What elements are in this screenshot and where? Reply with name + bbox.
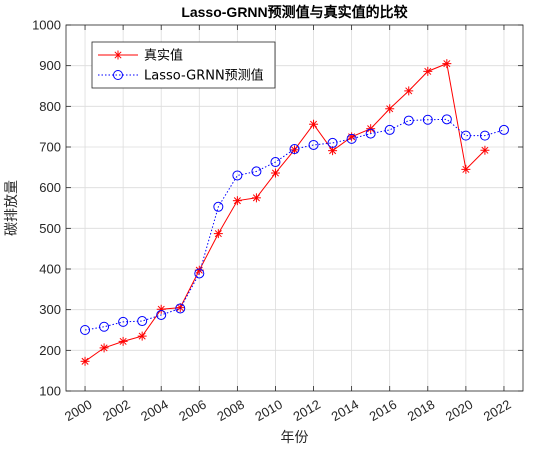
data-point-predicted bbox=[80, 325, 91, 335]
marker-stroke bbox=[214, 230, 222, 238]
data-point-predicted bbox=[156, 309, 167, 320]
y-tick-label: 400 bbox=[39, 262, 61, 277]
data-point-actual bbox=[270, 168, 280, 178]
data-point-predicted bbox=[460, 130, 471, 141]
marker-stroke bbox=[481, 146, 489, 154]
chart-title: Lasso-GRNN预测值与真实值的比较 bbox=[181, 4, 407, 20]
marker-stroke bbox=[329, 147, 337, 155]
marker-stroke bbox=[233, 197, 241, 205]
data-point-predicted bbox=[308, 139, 319, 150]
legend: 真实值 Lasso-GRNN预测值 bbox=[91, 41, 276, 89]
y-tick-label: 500 bbox=[39, 221, 61, 236]
marker-stroke bbox=[157, 305, 165, 313]
data-point-predicted bbox=[289, 144, 300, 155]
y-tick-label: 900 bbox=[39, 58, 61, 73]
marker-stroke bbox=[81, 357, 89, 365]
series-line-predicted bbox=[84, 118, 505, 331]
data-point-actual bbox=[423, 66, 433, 76]
marker-stroke bbox=[386, 105, 394, 113]
data-point-predicted bbox=[194, 268, 205, 279]
y-tick-label: 700 bbox=[39, 140, 61, 155]
legend-label-actual: 真实值 bbox=[144, 48, 183, 64]
legend-box bbox=[91, 41, 276, 89]
series-actual bbox=[80, 59, 490, 366]
marker-stroke bbox=[252, 194, 260, 202]
marker-stroke bbox=[271, 169, 279, 177]
data-point-predicted bbox=[403, 115, 414, 126]
marker-stroke bbox=[119, 337, 127, 345]
data-point-actual bbox=[404, 86, 414, 96]
legend-label-predicted: Lasso-GRNN预测值 bbox=[144, 68, 264, 84]
legend-marker-actual bbox=[113, 50, 123, 60]
data-point-predicted bbox=[479, 130, 490, 141]
marker-stroke bbox=[424, 67, 432, 75]
data-point-predicted bbox=[384, 124, 395, 135]
y-axis-label: 碳排放量 bbox=[4, 180, 20, 236]
data-point-predicted bbox=[251, 166, 262, 177]
marker-stroke bbox=[195, 266, 203, 274]
data-point-predicted bbox=[175, 303, 186, 314]
data-point-predicted bbox=[441, 114, 452, 125]
y-tick-label: 200 bbox=[39, 343, 61, 358]
marker-stroke bbox=[405, 87, 413, 95]
marker-stroke bbox=[114, 51, 122, 59]
data-point-actual bbox=[80, 356, 90, 366]
data-point-actual bbox=[118, 336, 128, 346]
data-point-actual bbox=[99, 343, 109, 353]
series-line-actual bbox=[84, 62, 486, 362]
y-tick-label: 800 bbox=[39, 99, 61, 114]
data-point-predicted bbox=[137, 316, 148, 327]
series-layer bbox=[80, 59, 509, 366]
data-point-actual bbox=[251, 193, 261, 203]
marker-stroke bbox=[138, 332, 146, 340]
data-point-predicted bbox=[232, 170, 243, 181]
series-predicted bbox=[80, 114, 509, 335]
data-point-predicted bbox=[365, 128, 376, 139]
data-point-predicted bbox=[327, 137, 338, 148]
data-point-actual bbox=[309, 119, 319, 129]
data-point-predicted bbox=[422, 114, 433, 125]
data-point-predicted bbox=[118, 316, 129, 327]
data-point-actual bbox=[442, 59, 452, 69]
data-point-actual bbox=[461, 164, 471, 174]
data-point-actual bbox=[137, 331, 147, 341]
y-tick-label: 1000 bbox=[32, 18, 61, 33]
data-point-actual bbox=[156, 304, 166, 314]
marker-stroke bbox=[100, 344, 108, 352]
marker-stroke bbox=[290, 146, 299, 154]
marker-stroke bbox=[462, 165, 470, 173]
data-point-predicted bbox=[346, 133, 357, 144]
y-tick-label: 300 bbox=[39, 302, 61, 317]
data-point-actual bbox=[480, 145, 490, 155]
marker-stroke bbox=[443, 60, 451, 68]
data-point-actual bbox=[385, 104, 395, 114]
y-tick-label: 600 bbox=[39, 180, 61, 195]
data-point-actual bbox=[290, 145, 299, 155]
x-axis-label: 年份 bbox=[281, 430, 309, 446]
data-point-actual bbox=[347, 132, 357, 142]
legend-marker-predicted bbox=[113, 70, 123, 80]
data-point-predicted bbox=[270, 157, 281, 168]
y-tick-label: 100 bbox=[39, 384, 61, 399]
data-point-predicted bbox=[498, 124, 509, 135]
axes-box bbox=[65, 24, 524, 392]
data-point-predicted bbox=[99, 321, 110, 332]
data-point-predicted bbox=[213, 201, 224, 212]
marker-stroke bbox=[310, 120, 318, 128]
data-point-actual bbox=[213, 229, 223, 239]
data-point-actual bbox=[232, 196, 242, 206]
